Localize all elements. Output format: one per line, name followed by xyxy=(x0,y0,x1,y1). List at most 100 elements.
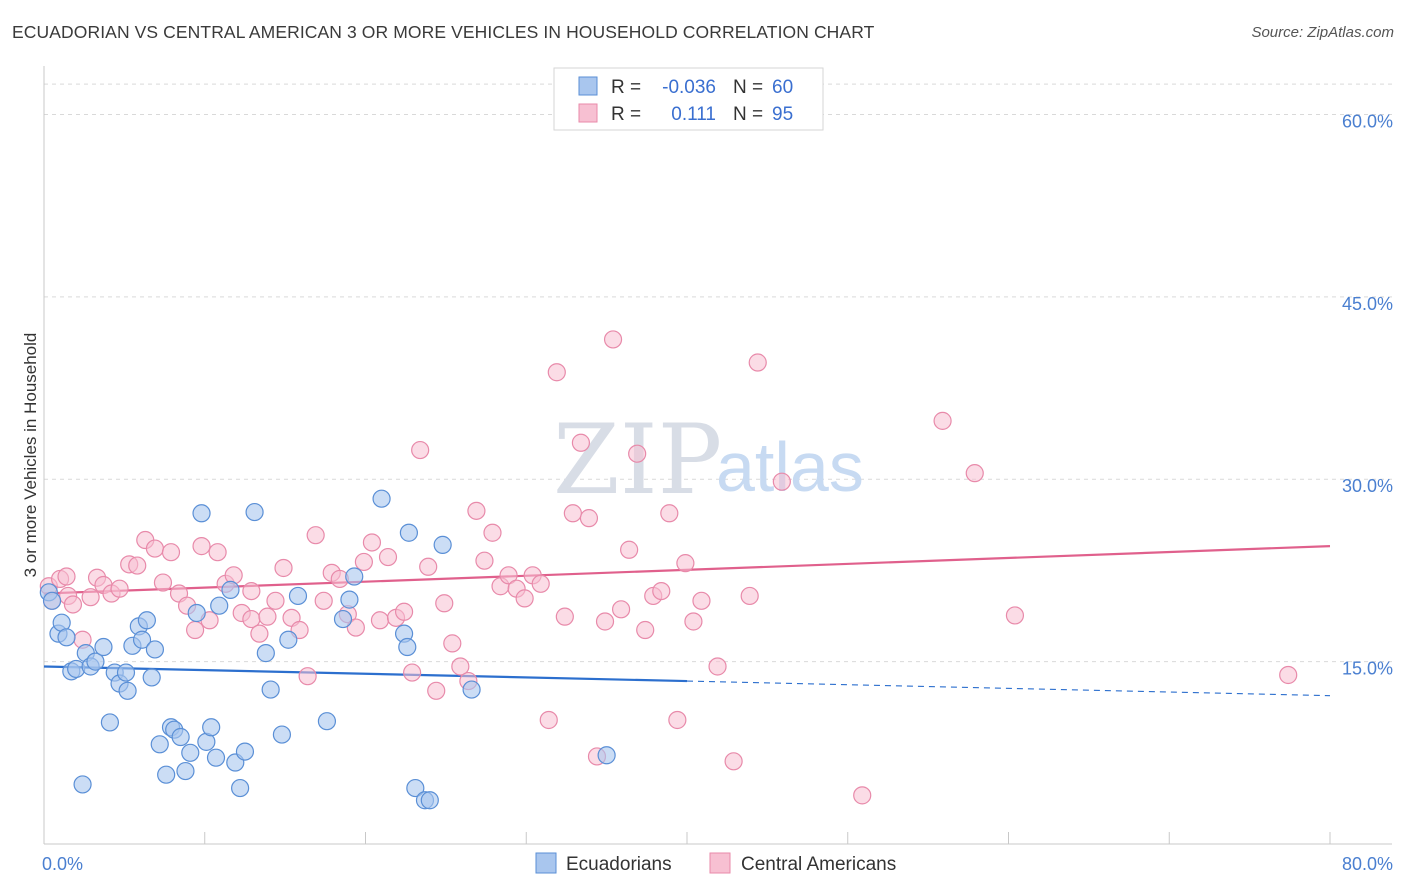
central-americans-point xyxy=(628,444,647,463)
central-americans-point xyxy=(636,620,655,640)
ecuadorians-point xyxy=(210,596,229,615)
central-americans-point xyxy=(483,523,502,542)
central-americans-point xyxy=(555,607,574,626)
correlation-legend: R = -0.036 N = 60 R = 0.111 N = 95 xyxy=(553,67,824,131)
ecuadorians-point xyxy=(181,743,200,762)
central-americans-point xyxy=(370,611,390,630)
grid-lines xyxy=(44,83,1392,663)
central-americans-point xyxy=(427,681,446,700)
legend-swatch-ecuadorians xyxy=(578,76,598,96)
central-americans-point xyxy=(748,353,767,372)
legend-n-value-2: 95 xyxy=(772,104,793,125)
central-americans-point xyxy=(411,440,430,460)
central-americans-point xyxy=(684,612,703,631)
central-americans-point xyxy=(362,533,382,552)
ecuadorians-point xyxy=(279,630,298,649)
ecuadorians-point xyxy=(221,580,240,599)
central-americans-point xyxy=(1279,665,1298,685)
central-americans-point xyxy=(354,552,373,572)
y-axis-tick-labels: 15.0% 30.0% 45.0% 60.0% xyxy=(1342,111,1393,678)
y-tick-label: 15.0% xyxy=(1342,659,1393,679)
central-americans-point xyxy=(394,602,414,621)
ecuadorians-point xyxy=(333,609,353,629)
ecuadorians-point xyxy=(171,727,190,747)
ecuadorians-point xyxy=(202,718,221,737)
ecuadorians-point xyxy=(157,765,176,784)
central-americans-point xyxy=(652,581,671,601)
central-americans-points xyxy=(39,330,1298,805)
ecuadorians-point xyxy=(206,748,226,767)
central-americans-point xyxy=(110,579,129,598)
central-americans-point xyxy=(853,786,872,805)
ecuadorians-point xyxy=(118,681,137,700)
ecuadorians-point xyxy=(231,778,250,798)
ecuadorians-point xyxy=(145,640,165,659)
central-americans-point xyxy=(595,612,615,631)
central-americans-point xyxy=(467,501,486,520)
ecuadorians-point xyxy=(406,778,425,798)
bottom-legend-swatch-ecuadorians xyxy=(535,852,557,874)
central-americans-point xyxy=(274,558,293,578)
ecuadorians-point xyxy=(235,742,255,761)
central-americans-point xyxy=(298,667,317,686)
legend-n-label-2: N = xyxy=(733,104,763,125)
central-americans-point xyxy=(547,363,566,382)
legend-n-label-1: N = xyxy=(733,77,763,98)
central-americans-point xyxy=(531,574,550,593)
central-americans-point xyxy=(435,594,454,613)
central-americans-point xyxy=(128,556,147,575)
bottom-legend-label-central-americans: Central Americans xyxy=(741,854,896,875)
legend-r-value-2: 0.111 xyxy=(671,104,716,125)
central-americans-point xyxy=(676,554,695,573)
ecuadorians-point xyxy=(288,586,308,606)
ecuadorians-point xyxy=(372,489,391,508)
ecuadorians-point xyxy=(137,611,156,630)
watermark: ZIP atlas xyxy=(553,404,864,516)
source-label: Source: ZipAtlas.com xyxy=(1251,24,1394,41)
legend-n-value-1: 60 xyxy=(772,77,793,98)
ecuadorians-trend-line xyxy=(43,665,688,683)
ecuadorians-point xyxy=(94,637,113,657)
legend-r-value-1: -0.036 xyxy=(662,77,716,98)
central-americans-point xyxy=(772,472,791,491)
central-americans-point xyxy=(153,573,173,592)
central-americans-point xyxy=(192,537,211,556)
central-americans-point xyxy=(145,539,165,558)
ecuadorians-point xyxy=(462,680,481,699)
central-americans-point xyxy=(563,504,582,523)
central-americans-point xyxy=(63,595,83,614)
ecuadorians-point xyxy=(150,735,169,754)
central-americans-point xyxy=(708,657,727,676)
central-americans-point xyxy=(266,591,285,610)
ecuadorians-points xyxy=(39,489,616,810)
central-americans-point xyxy=(965,464,984,483)
ecuadorians-point xyxy=(57,628,76,647)
central-americans-point xyxy=(515,589,534,608)
central-americans-point xyxy=(403,663,422,682)
bottom-legend-swatch-central-americans xyxy=(709,852,731,874)
central-americans-point xyxy=(208,543,227,562)
legend-box xyxy=(553,67,824,131)
ecuadorians-point xyxy=(345,567,364,586)
ecuadorians-point xyxy=(398,637,417,657)
series-legend: Ecuadorians Central Americans xyxy=(535,852,896,875)
y-axis-label: 3 or more Vehicles in Household xyxy=(21,333,40,578)
central-americans-point xyxy=(258,607,277,626)
ecuadorians-point xyxy=(340,590,359,609)
central-americans-point xyxy=(620,540,639,559)
legend-r-label-1: R = xyxy=(611,77,641,98)
legend-r-label-2: R = xyxy=(611,104,641,125)
central-americans-point xyxy=(306,526,325,545)
y-tick-label: 60.0% xyxy=(1342,111,1393,131)
ecuadorians-point xyxy=(245,502,264,522)
central-americans-point xyxy=(443,634,462,653)
y-tick-label: 30.0% xyxy=(1342,476,1393,496)
ecuadorians-point xyxy=(86,652,105,671)
y-tick-label: 45.0% xyxy=(1342,294,1393,314)
central-americans-point xyxy=(933,411,952,430)
ecuadorians-point xyxy=(100,713,120,732)
central-americans-point xyxy=(724,752,743,771)
central-americans-point xyxy=(1005,606,1025,625)
ecuadorians-point xyxy=(261,680,280,699)
central-americans-point xyxy=(603,330,623,349)
